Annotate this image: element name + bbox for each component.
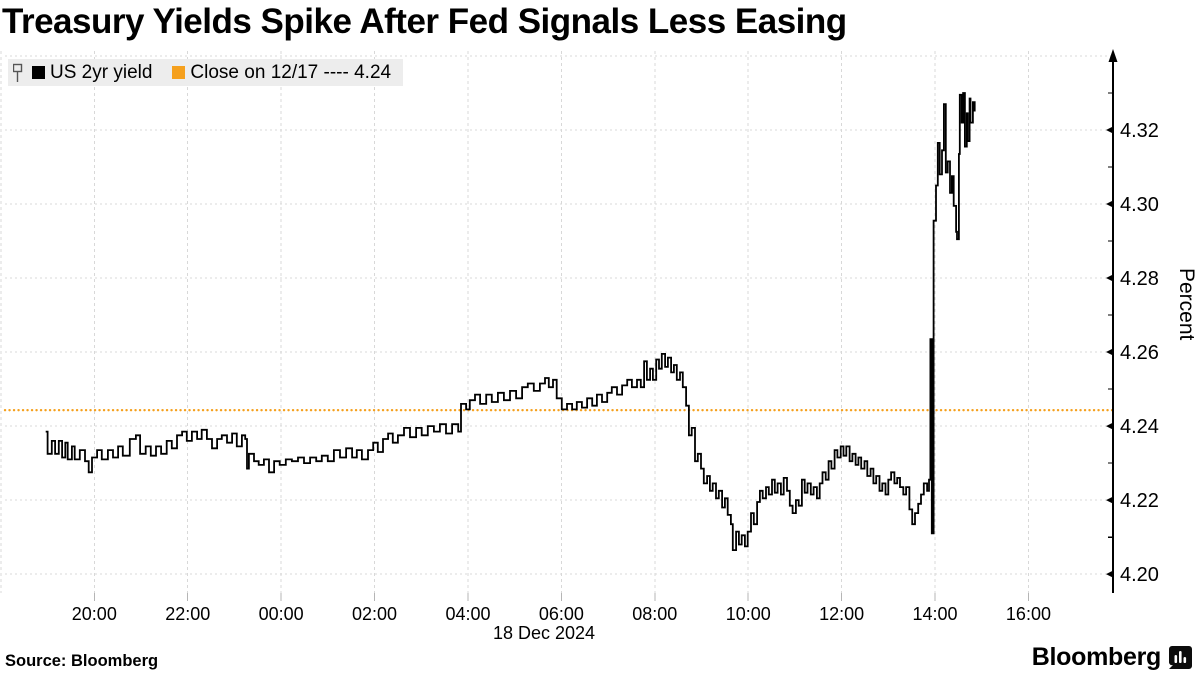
legend-label: US 2yr yield	[50, 61, 153, 83]
y-axis-title: Percent	[1175, 268, 1198, 341]
x-axis-date-label: 18 Dec 2024	[492, 623, 596, 643]
x-tick-label: 16:00	[1006, 604, 1051, 624]
source-attribution: Source: Bloomberg	[5, 652, 159, 670]
y-axis-arrow-icon	[1108, 49, 1118, 62]
chart-title: Treasury Yields Spike After Fed Signals …	[2, 2, 847, 41]
y-tick	[1106, 496, 1113, 504]
y-tick	[1106, 274, 1113, 282]
y-tick	[1106, 422, 1113, 430]
y-tick-label: 4.20	[1120, 564, 1159, 586]
y-tick	[1106, 126, 1113, 134]
bloomberg-terminal-icon	[1169, 646, 1192, 669]
legend-label: Close on 12/17 ---- 4.24	[190, 61, 392, 83]
x-tick-label: 08:00	[632, 604, 677, 624]
flag-marker-icon	[13, 63, 23, 82]
x-tick-label: 02:00	[352, 604, 397, 624]
y-tick-label: 4.22	[1120, 490, 1159, 512]
y-tick-label: 4.24	[1120, 416, 1159, 438]
y-tick-label: 4.30	[1120, 194, 1159, 216]
bloomberg-logo: Bloomberg	[1032, 643, 1192, 672]
chart-legend: US 2yr yield Close on 12/17 ---- 4.24	[8, 59, 404, 86]
y-tick-label: 4.32	[1120, 120, 1159, 142]
y-tick	[1106, 348, 1113, 356]
x-tick-label: 06:00	[539, 604, 584, 624]
y-tick-label: 4.28	[1120, 268, 1159, 290]
bloomberg-wordmark: Bloomberg	[1031, 643, 1162, 671]
x-tick-label: 04:00	[445, 604, 490, 624]
us-2yr-yield-line	[45, 92, 976, 551]
x-tick-label: 00:00	[259, 604, 304, 624]
series-swatch-black	[32, 66, 45, 79]
x-tick-label: 10:00	[726, 604, 771, 624]
x-tick-label: 12:00	[819, 604, 864, 624]
legend-item-us-2yr-yield: US 2yr yield	[32, 62, 152, 84]
y-tick-label: 4.26	[1120, 342, 1159, 364]
x-tick-label: 20:00	[72, 604, 117, 624]
legend-item-close-line: Close on 12/17 ---- 4.24	[172, 62, 391, 84]
y-tick	[1106, 200, 1113, 208]
y-tick	[1106, 570, 1113, 578]
x-tick-label: 14:00	[913, 604, 958, 624]
x-tick-label: 22:00	[165, 604, 210, 624]
series-swatch-orange	[172, 66, 186, 79]
